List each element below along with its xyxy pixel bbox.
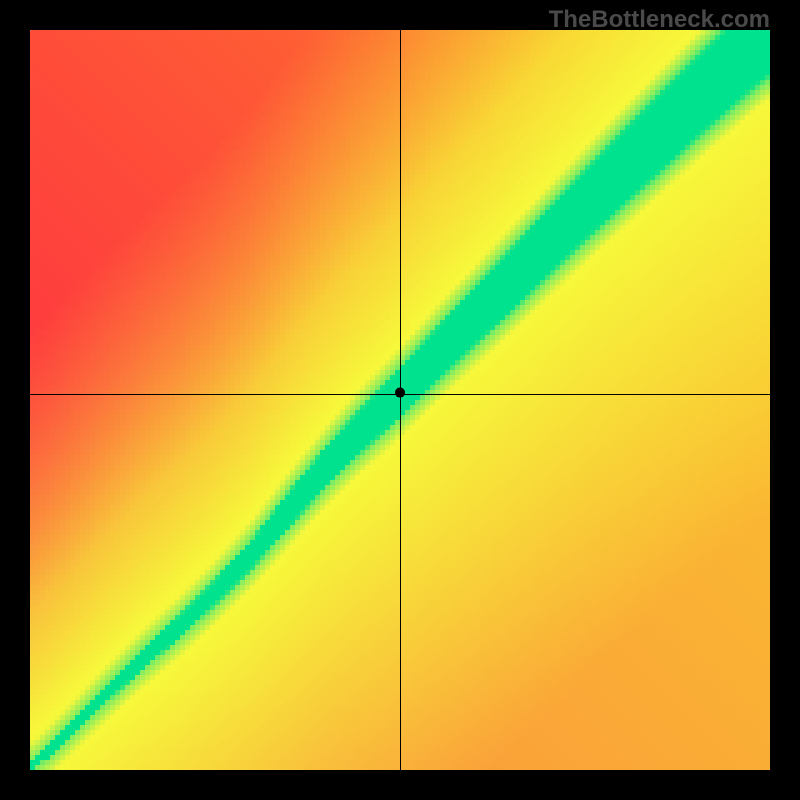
watermark-text: TheBottleneck.com [549,6,770,34]
chart-container: TheBottleneck.com [0,0,800,800]
bottleneck-heatmap [30,30,770,770]
